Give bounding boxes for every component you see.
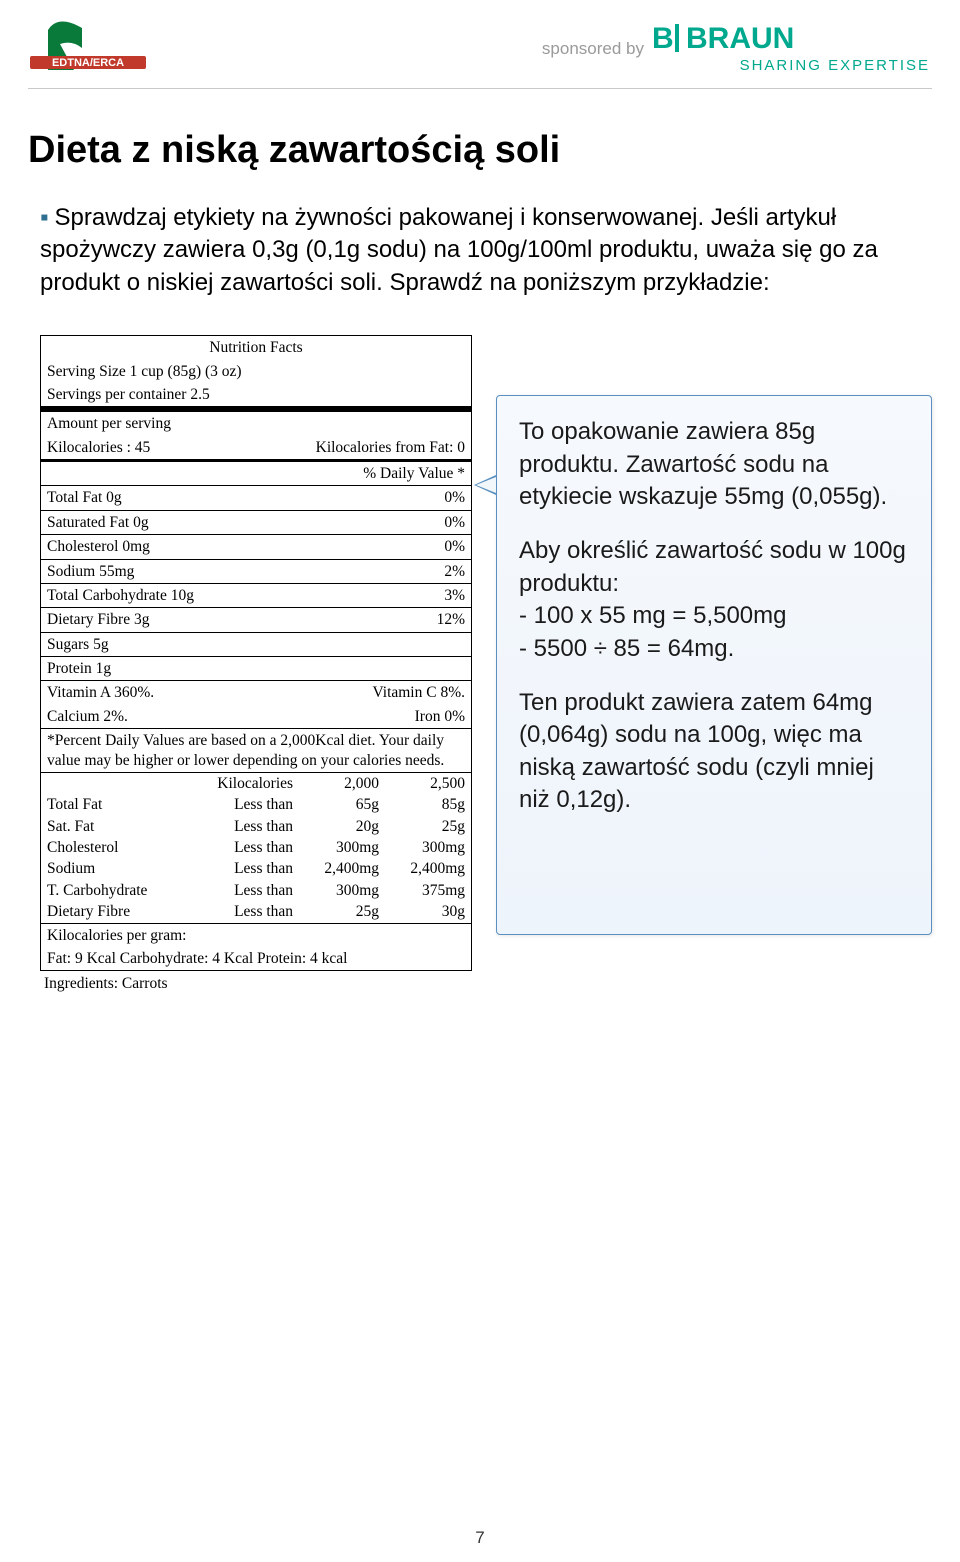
nf-line-label: Protein 1g [47, 659, 111, 678]
nf-calcium: Calcium 2%. [47, 707, 128, 726]
page-number: 7 [0, 1528, 960, 1548]
nf-ingredients: Ingredients: Carrots [40, 971, 472, 993]
svg-text:EDTNA/ERCA: EDTNA/ERCA [52, 57, 124, 69]
nf-kcal-row: Kilocalories : 45 Kilocalories from Fat:… [41, 436, 471, 459]
nf-servings-per: Servings per container 2.5 [41, 383, 471, 406]
bbraun-logo: B BRAUN SHARING EXPERTISE [652, 18, 932, 80]
bullet-marker: ▪ [40, 204, 49, 231]
nf-vit-c: Vitamin C 8%. [373, 683, 466, 702]
nf-line: Total Carbohydrate 10g 3% [41, 584, 471, 607]
nf-ref-row: T. CarbohydrateLess than300mg375mg [41, 880, 471, 901]
nf-ref-cell: Less than [186, 858, 299, 879]
nf-line-value: 2% [444, 562, 465, 581]
nf-ref-cell: 25g [299, 901, 385, 922]
nf-ref-cell: Sat. Fat [41, 816, 186, 837]
nf-line: Protein 1g [41, 657, 471, 680]
callout-wrap: To opakowanie zawiera 85g produktu. Zawa… [496, 335, 932, 935]
nf-line-value: 0% [444, 537, 465, 556]
nf-reference-table: Kilocalories 2,000 2,500 Total FatLess t… [41, 773, 471, 923]
nf-line-value: 0% [444, 513, 465, 532]
nf-amount-per: Amount per serving [41, 412, 471, 435]
nf-line: Cholesterol 0mg 0% [41, 535, 471, 558]
nf-line: Dietary Fibre 3g 12% [41, 608, 471, 631]
nf-kpg-label: Kilocalories per gram: [41, 924, 471, 947]
nf-ref-cell: Less than [186, 901, 299, 922]
nf-line-value: 12% [437, 610, 465, 629]
nf-dv-header: % Daily Value * [41, 462, 471, 485]
nf-line-label: Sodium 55mg [47, 562, 134, 581]
nutrition-facts-table: Nutrition Facts Serving Size 1 cup (85g)… [40, 335, 472, 971]
nf-ref-cell: Less than [186, 794, 299, 815]
nf-line: Total Fat 0g 0% [41, 486, 471, 509]
nf-ref-row: Dietary FibreLess than25g30g [41, 901, 471, 922]
nf-ref-cell: 20g [299, 816, 385, 837]
nf-vit-a: Vitamin A 360%. [47, 683, 154, 702]
nf-ref-cell: Total Fat [41, 794, 186, 815]
nf-line: Saturated Fat 0g 0% [41, 511, 471, 534]
nf-ref-cell: 2,400mg [385, 858, 471, 879]
nf-ref-cell: Sodium [41, 858, 186, 879]
nf-heading: Nutrition Facts [41, 336, 471, 359]
nf-ref-row: SodiumLess than2,400mg2,400mg [41, 858, 471, 879]
nf-ref-cell: Less than [186, 837, 299, 858]
svg-text:SHARING EXPERTISE: SHARING EXPERTISE [740, 57, 930, 74]
page-title: Dieta z niską zawartością soli [0, 129, 960, 202]
nf-line-value: 0% [444, 488, 465, 507]
nf-ref-cell: 85g [385, 794, 471, 815]
nf-ref-cell: 375mg [385, 880, 471, 901]
callout-arrow-icon [474, 475, 496, 495]
nf-line: Sugars 5g [41, 633, 471, 656]
header-divider [28, 88, 932, 89]
nf-line-label: Total Fat 0g [47, 488, 122, 507]
nf-ref-row: Sat. FatLess than20g25g [41, 816, 471, 837]
nf-footnote: *Percent Daily Values are based on a 2,0… [41, 729, 471, 772]
nf-ref-2500: 2,500 [385, 773, 471, 794]
nf-ref-cell: 30g [385, 901, 471, 922]
nf-ref-row: CholesterolLess than300mg300mg [41, 837, 471, 858]
page-header: EDTNA/ERCA sponsored by B BRAUN SHARING … [0, 0, 960, 88]
nf-iron: Iron 0% [415, 707, 465, 726]
nutrition-block: Nutrition Facts Serving Size 1 cup (85g)… [40, 335, 472, 993]
nf-kcal-fat: Kilocalories from Fat: 0 [316, 438, 465, 457]
nf-ref-kcal-label: Kilocalories [186, 773, 299, 794]
nf-ref-cell: Less than [186, 816, 299, 837]
nf-ref-cell: Less than [186, 880, 299, 901]
callout-p2: Aby określić zawartość sodu w 100g produ… [519, 535, 909, 665]
callout-p3: Ten produkt zawiera zatem 64mg (0,064g) … [519, 687, 909, 817]
nf-line-label: Dietary Fibre 3g [47, 610, 149, 629]
nf-vitamins-2: Calcium 2%. Iron 0% [41, 705, 471, 728]
nf-ref-2000: 2,000 [299, 773, 385, 794]
nf-ref-cell: 300mg [385, 837, 471, 858]
sponsor-block: sponsored by B BRAUN SHARING EXPERTISE [542, 18, 932, 80]
edtna-erca-logo: EDTNA/ERCA [28, 18, 148, 80]
nf-serving-size: Serving Size 1 cup (85g) (3 oz) [41, 360, 471, 383]
nf-line-label: Total Carbohydrate 10g [47, 586, 194, 605]
callout-box: To opakowanie zawiera 85g produktu. Zawa… [496, 395, 932, 935]
nf-ref-cell: Cholesterol [41, 837, 186, 858]
svg-text:BRAUN: BRAUN [686, 22, 794, 55]
nf-line-label: Sugars 5g [47, 635, 109, 654]
nf-ref-cell: 300mg [299, 880, 385, 901]
nf-vitamins-1: Vitamin A 360%. Vitamin C 8%. [41, 681, 471, 704]
intro-paragraph: ▪Sprawdzaj etykiety na żywności pakowane… [0, 202, 960, 299]
nf-kpg-line: Fat: 9 Kcal Carbohydrate: 4 Kcal Protein… [41, 947, 471, 970]
intro-text: Sprawdzaj etykiety na żywności pakowanej… [40, 204, 878, 296]
nf-ref-cell: 65g [299, 794, 385, 815]
svg-text:B: B [652, 22, 674, 55]
nf-ref-cell: 300mg [299, 837, 385, 858]
nf-ref-cell: Dietary Fibre [41, 901, 186, 922]
nf-line: Sodium 55mg 2% [41, 560, 471, 583]
nf-ref-cell: T. Carbohydrate [41, 880, 186, 901]
nf-ref-row: Total FatLess than65g85g [41, 794, 471, 815]
nf-line-label: Cholesterol 0mg [47, 537, 150, 556]
callout-p1: To opakowanie zawiera 85g produktu. Zawa… [519, 416, 909, 513]
sponsored-by-label: sponsored by [542, 39, 644, 59]
nf-ref-cell: 2,400mg [299, 858, 385, 879]
content-row: Nutrition Facts Serving Size 1 cup (85g)… [0, 299, 960, 993]
nf-kcal: Kilocalories : 45 [47, 438, 316, 457]
nf-line-value: 3% [444, 586, 465, 605]
nf-line-label: Saturated Fat 0g [47, 513, 149, 532]
nf-ref-cell: 25g [385, 816, 471, 837]
